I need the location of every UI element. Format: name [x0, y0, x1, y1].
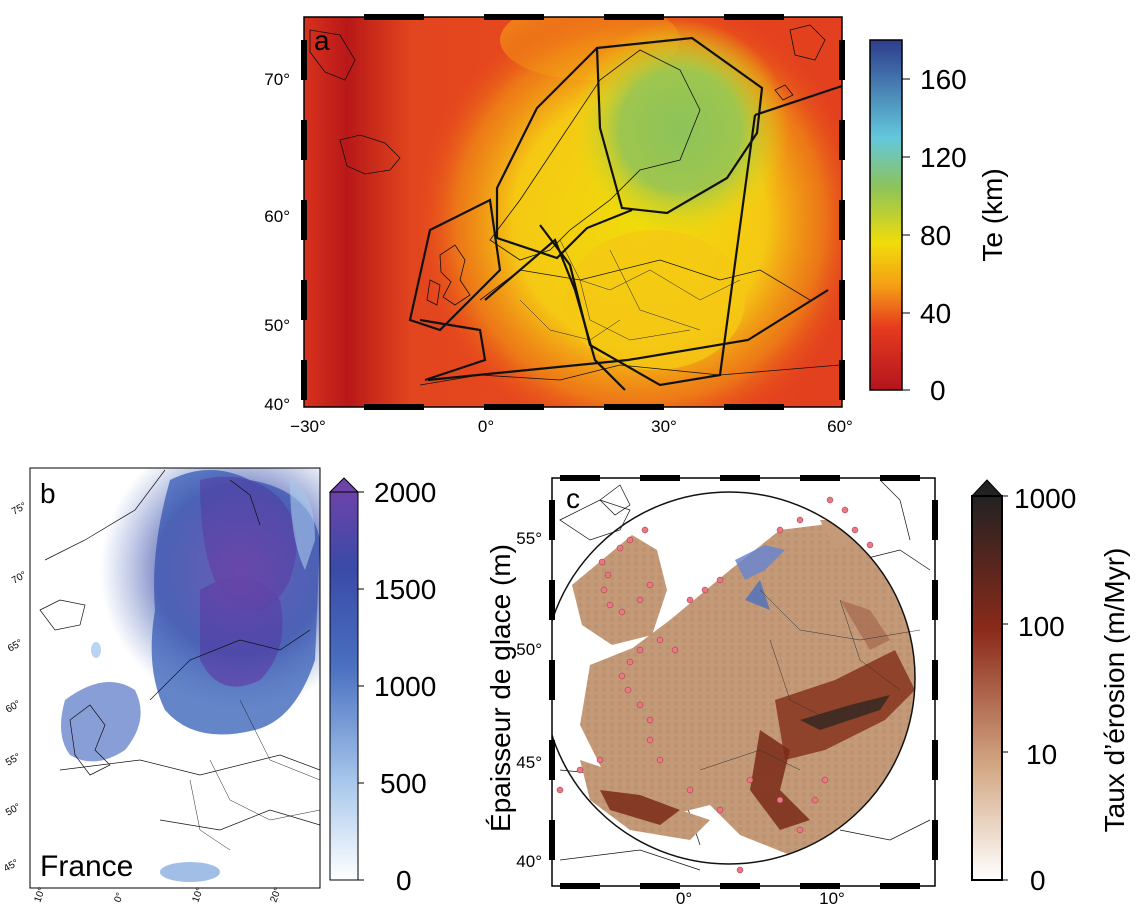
colorbar-tick: 0 [396, 865, 412, 896]
lat-tick: 55° [4, 752, 23, 769]
panel-a-domain-outlines [408, 36, 842, 391]
lon-tick: 10° [819, 889, 845, 904]
panel-c-radius-circle [552, 491, 916, 865]
lon-tick: 60° [827, 417, 853, 436]
panel-b-ice-sheet [61, 468, 320, 882]
lat-tick: 50° [4, 802, 23, 819]
panel-c-borders [699, 589, 921, 771]
lat-tick: 55° [516, 529, 542, 548]
panel-b-frame [29, 467, 321, 889]
lat-tick: 60° [4, 699, 23, 716]
panel-b-coastlines [39, 469, 320, 831]
colorbar-tick: 10 [1026, 739, 1057, 770]
panel-b-lon-ticks: 10° 0° 10° 20° [32, 886, 284, 904]
panel-b-colorbar-label: Épaisseur de glace (m) [485, 544, 516, 832]
panel-b-colorbar-ticks: 2000 1500 1000 500 0 [374, 477, 436, 896]
panel-a-lon-ticks: −30° 0° 30° 60° [290, 417, 853, 436]
panel-a-colorbar-label: Te (km) [977, 168, 1008, 261]
panel-c-lat-ticks: 55° 50° 45° 40° [516, 529, 542, 871]
lon-tick: 0° [112, 891, 126, 904]
lat-tick: 65° [6, 638, 25, 655]
lon-tick: 10° [32, 886, 48, 904]
panel-b-place-label: France [40, 850, 133, 883]
panel-c-coastal-points [556, 496, 874, 874]
panel-b-letter: b [40, 478, 56, 509]
colorbar-tick: 40 [920, 298, 951, 329]
panel-c-erosion-field [572, 515, 915, 855]
colorbar-tick: 1500 [374, 574, 436, 605]
panel-b-map [30, 468, 320, 888]
lon-tick: 0° [676, 889, 692, 904]
colorbar-tick: 120 [920, 142, 967, 173]
lon-tick: 20° [268, 886, 284, 904]
panel-a-colorbar-tickmarks [902, 78, 910, 391]
panel-b-lat-ticks: 75° 70° 65° 60° 55° 50° 45° [2, 501, 29, 875]
colorbar-tick: 1000 [1014, 483, 1076, 514]
panel-b-colorbar-arrow [328, 477, 360, 493]
panel-c-map [552, 478, 935, 886]
colorbar-tick: 2000 [374, 477, 436, 508]
panel-a-borders [519, 239, 741, 341]
lat-tick: 75° [10, 501, 29, 518]
panel-c-lon-ticks: 0° 10° [676, 889, 845, 904]
colorbar-tick: 1000 [374, 671, 436, 702]
panel-a-frame-ticks [301, 14, 845, 410]
panel-c-frame-ticks [549, 475, 938, 889]
colorbar-tick: 0 [1030, 865, 1046, 896]
panel-a-lat-ticks: 70° 60° 50° 40° [264, 70, 290, 414]
colorbar-tick: 0 [930, 375, 946, 406]
panel-b-borders [189, 699, 320, 851]
panel-c-letter: c [566, 483, 580, 514]
lat-tick: 45° [516, 753, 542, 772]
lat-tick: 40° [264, 395, 290, 414]
lat-tick: 50° [516, 640, 542, 659]
lat-tick: 70° [10, 570, 29, 587]
colorbar-tick: 160 [920, 64, 967, 95]
lon-tick: 30° [651, 417, 677, 436]
lon-tick: 0° [478, 417, 494, 436]
panel-a-colorbar-ticks: 160 120 80 40 0 [920, 64, 967, 406]
panel-c-colorbar-tickmarks [1002, 495, 1008, 881]
lon-tick: −30° [290, 417, 326, 436]
colorbar-tick: 500 [380, 768, 427, 799]
lat-tick: 40° [516, 852, 542, 871]
panel-a: a 70° 60° 50° 40° −30° 0° 30° 60° 160 12… [264, 14, 1008, 436]
lat-tick: 45° [2, 858, 21, 875]
panel-b: b France 75° 70° 65° 60° 55° 50° 45° 10°… [2, 467, 516, 904]
colorbar-tick: 100 [1018, 611, 1065, 642]
panel-c-colorbar-ticks: 1000 100 10 0 [1014, 483, 1076, 896]
panel-a-letter: a [314, 25, 330, 56]
panel-b-colorbar-tickmarks [358, 491, 364, 881]
panel-c: c 55° 50° 45° 40° 0° 10° 1000 100 10 0 T… [516, 475, 1130, 904]
panel-c-colorbar-label: Taux d’érosion (m/Myr) [1099, 548, 1130, 833]
panel-b-colorbar [329, 491, 359, 881]
lat-tick: 70° [264, 70, 290, 89]
colorbar-tick: 80 [920, 220, 951, 251]
panel-c-colorbar-arrow [970, 479, 1004, 497]
panel-a-colorbar [869, 39, 903, 391]
lon-tick: 10° [190, 886, 206, 904]
panel-c-colorbar [971, 495, 1003, 881]
lat-tick: 60° [264, 207, 290, 226]
panel-a-map [304, 17, 842, 407]
lat-tick: 50° [264, 316, 290, 335]
